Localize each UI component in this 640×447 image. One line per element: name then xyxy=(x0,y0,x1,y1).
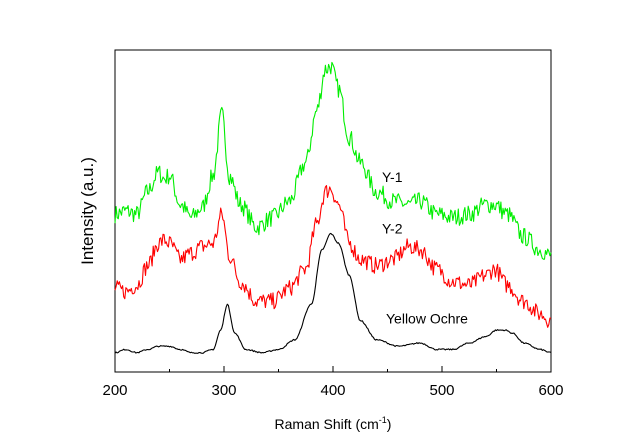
x-tick-label: 200 xyxy=(102,382,127,399)
series-line-y-1 xyxy=(114,61,552,260)
x-axis-ticks xyxy=(114,366,552,372)
x-tick-label: 600 xyxy=(538,382,563,399)
series-labels: Y-1 Y-2 Yellow Ochre xyxy=(382,169,468,327)
series-lines xyxy=(114,61,552,354)
x-axis-label: Raman Shift (cm-1) xyxy=(275,415,392,432)
plot-frame xyxy=(114,49,552,373)
x-tick-label: 300 xyxy=(211,382,236,399)
series-label-y-2: Y-2 xyxy=(382,221,403,237)
y-axis-label: Intensity (a.u.) xyxy=(78,157,97,265)
x-axis-label-superscript: -1 xyxy=(379,415,387,425)
series-line-y-2 xyxy=(114,185,552,328)
x-axis-tick-labels: 200 300 400 500 600 xyxy=(102,382,563,399)
x-tick-label: 400 xyxy=(320,382,345,399)
series-label-yellow-ochre: Yellow Ochre xyxy=(386,311,468,327)
series-line-yellow-ochre xyxy=(114,232,552,354)
series-label-y-1: Y-1 xyxy=(382,169,403,185)
x-tick-label: 500 xyxy=(429,382,454,399)
x-axis-label-close: ) xyxy=(387,416,392,432)
